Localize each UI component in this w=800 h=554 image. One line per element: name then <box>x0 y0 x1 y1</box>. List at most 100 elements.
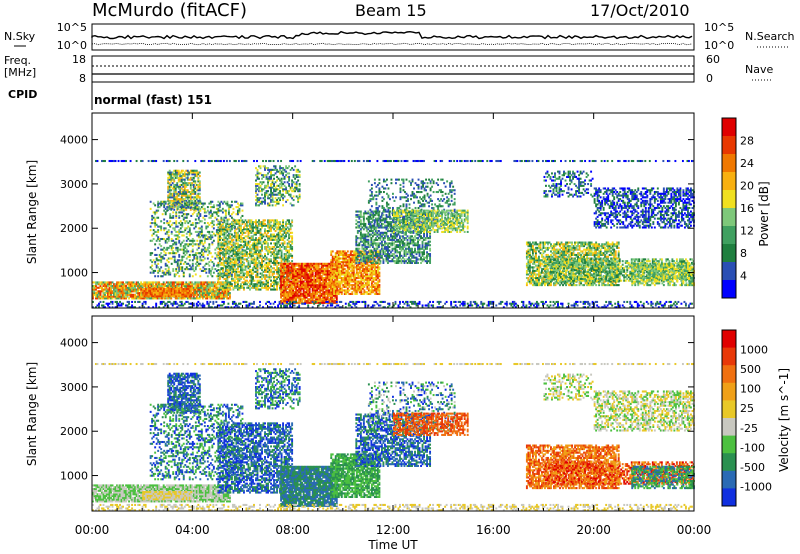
power-cell <box>270 190 272 192</box>
power-cell <box>207 257 209 259</box>
power-cell <box>330 281 332 283</box>
power-cell <box>356 293 358 295</box>
power-cell <box>210 217 212 219</box>
power-cell <box>160 245 162 247</box>
power-cell <box>189 234 191 236</box>
power-cell <box>154 275 156 277</box>
power-cell <box>184 179 186 181</box>
power-cell <box>238 255 240 257</box>
power-cell <box>195 203 197 205</box>
power-cell <box>228 250 230 252</box>
power-cell <box>279 226 281 228</box>
power-cell <box>183 256 185 258</box>
power-cell <box>201 233 203 235</box>
power-cell <box>187 226 189 228</box>
power-cell <box>227 290 229 292</box>
power-cell <box>273 271 275 273</box>
power-cell <box>319 296 321 298</box>
power-cell <box>254 280 256 282</box>
power-panel: 1000200030004000 Slant Range [km] 481216… <box>25 113 771 308</box>
power-cell <box>240 217 242 219</box>
station-title: McMurdo (fitACF) <box>92 0 247 21</box>
power-cell <box>210 210 212 212</box>
power-cell <box>263 260 265 262</box>
power-cell <box>283 266 285 268</box>
power-cell <box>291 242 293 244</box>
power-cell <box>288 260 290 262</box>
power-cell <box>190 292 192 294</box>
power-cell <box>263 257 265 259</box>
power-cell <box>299 195 301 197</box>
power-cell <box>193 296 195 298</box>
power-cell <box>260 232 262 234</box>
power-cell <box>168 247 170 249</box>
power-cell <box>240 262 242 264</box>
power-cell <box>213 272 215 274</box>
power-cell <box>159 254 161 256</box>
power-cell <box>252 276 254 278</box>
power-cell <box>255 179 257 181</box>
power-cell <box>267 283 269 285</box>
power-cell <box>266 174 268 176</box>
power-cell <box>273 267 275 269</box>
power-cell <box>173 195 175 197</box>
power-cell <box>278 203 280 205</box>
power-cell <box>281 250 283 252</box>
power-cell <box>190 295 192 297</box>
power-cell <box>163 229 165 231</box>
power-cell <box>183 240 185 242</box>
power-cell <box>228 210 230 212</box>
power-cell <box>288 272 290 274</box>
power-cell <box>192 224 194 226</box>
power-cell <box>332 261 334 263</box>
power-cell <box>178 285 180 287</box>
power-cell <box>178 240 180 242</box>
power-cell <box>172 270 174 272</box>
power-cell <box>154 261 156 263</box>
power-cell <box>140 281 142 283</box>
power-cell <box>180 261 182 263</box>
power-cell <box>229 287 231 289</box>
power-cell <box>248 287 250 289</box>
power-cell <box>232 248 234 250</box>
power-cell <box>226 274 228 276</box>
power-cell <box>231 225 233 227</box>
power-cell <box>186 249 188 251</box>
power-cell <box>257 258 259 260</box>
power-cell <box>217 280 219 282</box>
power-cell <box>235 228 237 230</box>
power-cell <box>284 178 286 180</box>
power-cell <box>223 219 225 221</box>
power-cell <box>243 278 245 280</box>
power-cell <box>223 221 225 223</box>
power-cell <box>177 208 179 210</box>
power-cell <box>162 270 164 272</box>
power-cell <box>202 256 204 258</box>
power-cell <box>166 233 168 235</box>
power-cell <box>198 218 200 220</box>
power-cell <box>279 190 281 192</box>
power-cell <box>225 225 227 227</box>
power-cell <box>178 233 180 235</box>
power-cell <box>232 239 234 241</box>
power-cell <box>275 248 277 250</box>
power-cell <box>261 194 263 196</box>
power-cell <box>181 211 183 213</box>
power-cell <box>189 275 191 277</box>
power-cell <box>195 268 197 270</box>
power-cell <box>275 197 277 199</box>
power-cell <box>293 181 295 183</box>
power-cell <box>291 225 293 227</box>
power-cell <box>281 257 283 259</box>
power-cell <box>163 247 165 249</box>
power-cell <box>228 211 230 213</box>
power-cell <box>310 268 312 270</box>
power-cell <box>214 281 216 283</box>
power-cell <box>174 204 176 206</box>
power-cell <box>172 172 174 174</box>
power-cell <box>231 217 233 219</box>
power-cell <box>166 265 168 267</box>
power-cell <box>286 288 288 290</box>
power-cell <box>229 251 231 253</box>
power-cell <box>190 206 192 208</box>
